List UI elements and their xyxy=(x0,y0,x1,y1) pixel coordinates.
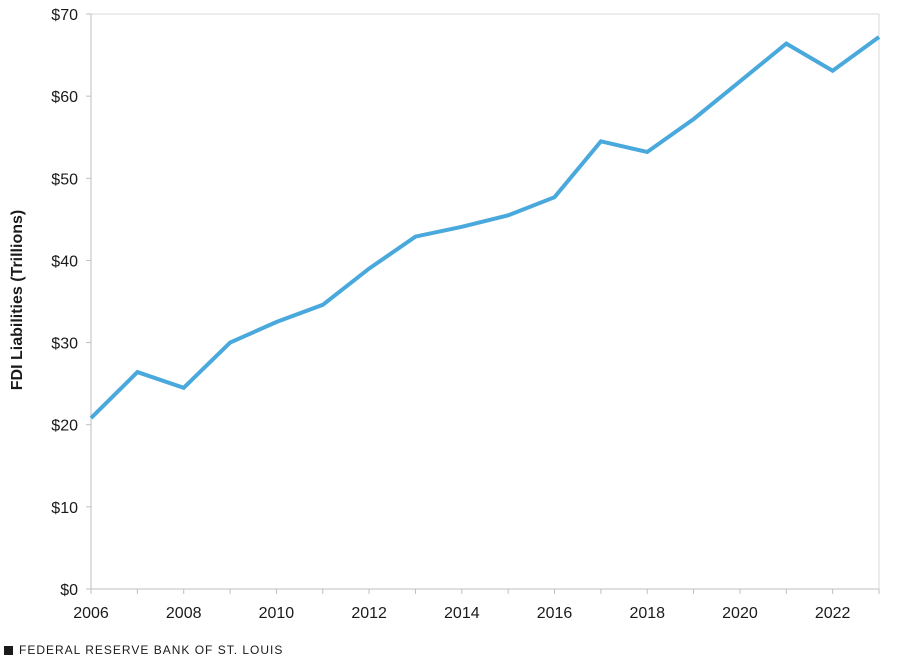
series-line xyxy=(89,35,881,420)
x-tick-label: 2012 xyxy=(351,605,387,622)
x-tick-label: 2014 xyxy=(444,605,480,622)
x-tick-label: 2010 xyxy=(259,605,295,622)
source-label: FEDERAL RESERVE BANK OF ST. LOUIS xyxy=(19,643,284,657)
y-axis-title: FDI Liabilities (Trillions) xyxy=(9,210,26,390)
y-tick-label: $70 xyxy=(51,7,78,24)
x-tick-label: 2020 xyxy=(722,605,758,622)
y-tick-label: $10 xyxy=(51,500,78,517)
x-tick-label: 2016 xyxy=(537,605,573,622)
x-tick-label: 2006 xyxy=(73,605,109,622)
plot-frame xyxy=(90,13,880,590)
y-tick-label: $20 xyxy=(51,418,78,435)
y-axis-ticks: $0 $10 $20 $30 $40 $50 $60 $70 xyxy=(51,7,91,599)
x-tick-label: 2008 xyxy=(166,605,202,622)
series-layer xyxy=(89,35,881,420)
footer: FEDERAL RESERVE BANK OF ST. LOUIS xyxy=(4,643,283,657)
line-chart: $0 $10 $20 $30 $40 $50 $60 $70 2006 2008 2010 2012… xyxy=(9,7,881,622)
y-tick-label: $50 xyxy=(51,171,78,188)
y-tick-label: $0 xyxy=(60,582,78,599)
x-tick-label: 2022 xyxy=(815,605,851,622)
y-tick-label: $30 xyxy=(51,336,78,353)
x-axis-ticks: 2006 2008 2010 2012 2014 2016 2018 2020 2022 xyxy=(73,589,880,622)
x-tick-label: 2018 xyxy=(629,605,665,622)
square-bullet-icon xyxy=(4,645,13,655)
y-tick-label: $60 xyxy=(51,89,78,106)
y-tick-label: $40 xyxy=(51,253,78,270)
